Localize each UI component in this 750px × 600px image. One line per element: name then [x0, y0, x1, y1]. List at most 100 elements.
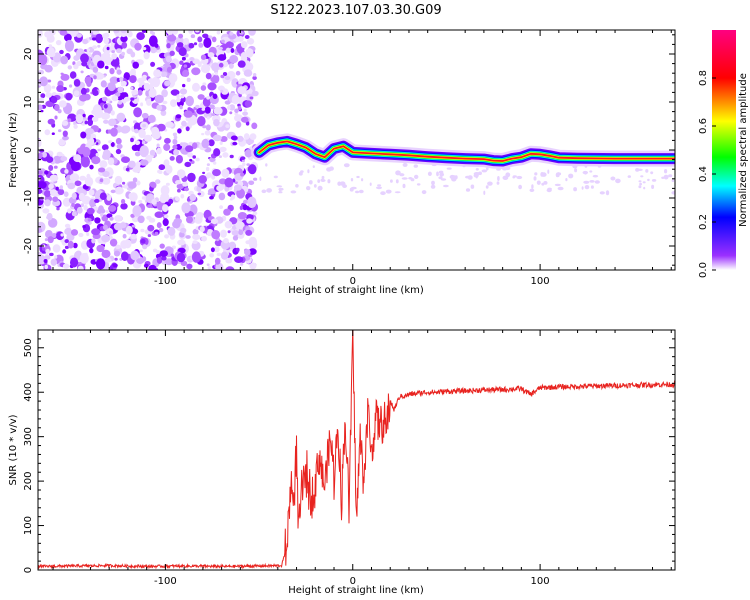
noise-speckle — [69, 84, 73, 88]
noise-speckle — [80, 131, 87, 139]
noise-speckle — [446, 167, 452, 170]
y-tick-label: 300 — [23, 427, 34, 446]
noise-speckle — [541, 182, 545, 186]
noise-speckle — [202, 33, 209, 39]
noise-speckle — [186, 77, 191, 82]
noise-speckle — [141, 196, 145, 200]
noise-speckle — [533, 176, 537, 181]
noise-speckle — [554, 183, 561, 187]
noise-speckle — [38, 254, 46, 265]
noise-speckle — [82, 113, 86, 118]
noise-speckle — [436, 171, 439, 177]
noise-speckle — [211, 36, 217, 43]
noise-speckle — [249, 133, 257, 141]
noise-speckle — [166, 43, 171, 49]
noise-speckle — [116, 112, 126, 122]
noise-speckle — [41, 151, 48, 158]
noise-speckle — [599, 191, 605, 195]
noise-speckle — [252, 211, 258, 216]
noise-speckle — [109, 216, 114, 221]
noise-speckle — [97, 148, 101, 152]
noise-speckle — [136, 256, 145, 264]
noise-speckle — [74, 251, 82, 261]
noise-speckle — [197, 192, 202, 196]
noise-speckle — [261, 189, 267, 194]
noise-speckle — [156, 147, 162, 155]
noise-speckle — [164, 214, 169, 219]
noise-speckle — [163, 159, 170, 167]
noise-speckle — [219, 146, 227, 153]
noise-speckle — [101, 144, 109, 151]
noise-speckle — [206, 116, 210, 120]
colorbar-gradient — [712, 30, 736, 270]
noise-speckle — [183, 110, 193, 118]
noise-speckle — [67, 118, 72, 123]
noise-speckle — [210, 247, 215, 253]
noise-speckle — [645, 169, 649, 173]
noise-speckle — [207, 82, 217, 91]
noise-speckle — [164, 234, 170, 239]
noise-speckle — [276, 185, 283, 188]
noise-speckle — [171, 245, 176, 250]
noise-speckle — [130, 233, 137, 240]
noise-speckle — [82, 38, 89, 45]
noise-speckle — [220, 89, 224, 93]
noise-speckle — [104, 65, 109, 70]
noise-speckle — [104, 257, 112, 263]
noise-speckle — [70, 257, 79, 268]
noise-speckle — [56, 207, 60, 211]
noise-speckle — [225, 47, 231, 54]
frequency-ridge — [251, 133, 675, 169]
noise-speckle — [589, 170, 593, 173]
noise-speckle — [343, 163, 350, 168]
noise-speckle — [188, 42, 195, 49]
y-tick-label: 20 — [23, 48, 34, 61]
noise-speckle — [158, 227, 164, 233]
noise-speckle — [133, 122, 141, 132]
noise-speckle — [137, 89, 143, 96]
noise-speckle — [173, 135, 178, 140]
noise-speckle — [154, 94, 164, 104]
noise-speckle — [355, 190, 360, 194]
noise-speckle — [298, 171, 303, 176]
noise-speckle — [307, 169, 310, 174]
noise-speckle — [143, 263, 149, 268]
y-tick-label: 100 — [23, 516, 34, 535]
noise-speckle — [295, 184, 299, 188]
noise-speckle — [224, 220, 233, 229]
noise-speckle — [147, 224, 155, 232]
noise-speckle — [228, 241, 236, 249]
noise-speckle — [185, 126, 190, 132]
noise-speckle — [134, 151, 141, 157]
noise-speckle — [259, 176, 262, 182]
noise-speckle — [246, 218, 253, 224]
noise-speckle — [130, 51, 136, 58]
noise-speckle — [114, 244, 121, 249]
noise-speckle — [102, 224, 108, 230]
noise-speckle — [114, 124, 118, 128]
noise-speckle — [529, 188, 535, 192]
noise-speckle — [227, 230, 231, 234]
noise-speckle — [201, 107, 206, 111]
noise-speckle — [306, 186, 311, 191]
noise-speckle — [243, 69, 253, 77]
noise-speckle — [116, 143, 123, 150]
noise-speckle — [141, 112, 149, 119]
snr-xlabel: Height of straight line (km) — [288, 585, 424, 596]
noise-speckle — [66, 233, 75, 242]
noise-speckle — [218, 62, 224, 68]
noise-speckle — [71, 192, 77, 200]
noise-speckle — [248, 248, 257, 255]
noise-speckle — [671, 179, 675, 183]
noise-speckle — [134, 42, 142, 51]
noise-speckle — [205, 166, 210, 172]
noise-speckle — [40, 93, 46, 99]
noise-speckle — [531, 184, 534, 189]
noise-speckle — [110, 207, 115, 212]
noise-speckle — [248, 180, 255, 186]
noise-speckle — [44, 129, 51, 136]
noise-speckle — [122, 181, 126, 185]
noise-speckle — [202, 125, 207, 129]
noise-speckle — [38, 170, 43, 175]
noise-speckle — [143, 44, 151, 55]
